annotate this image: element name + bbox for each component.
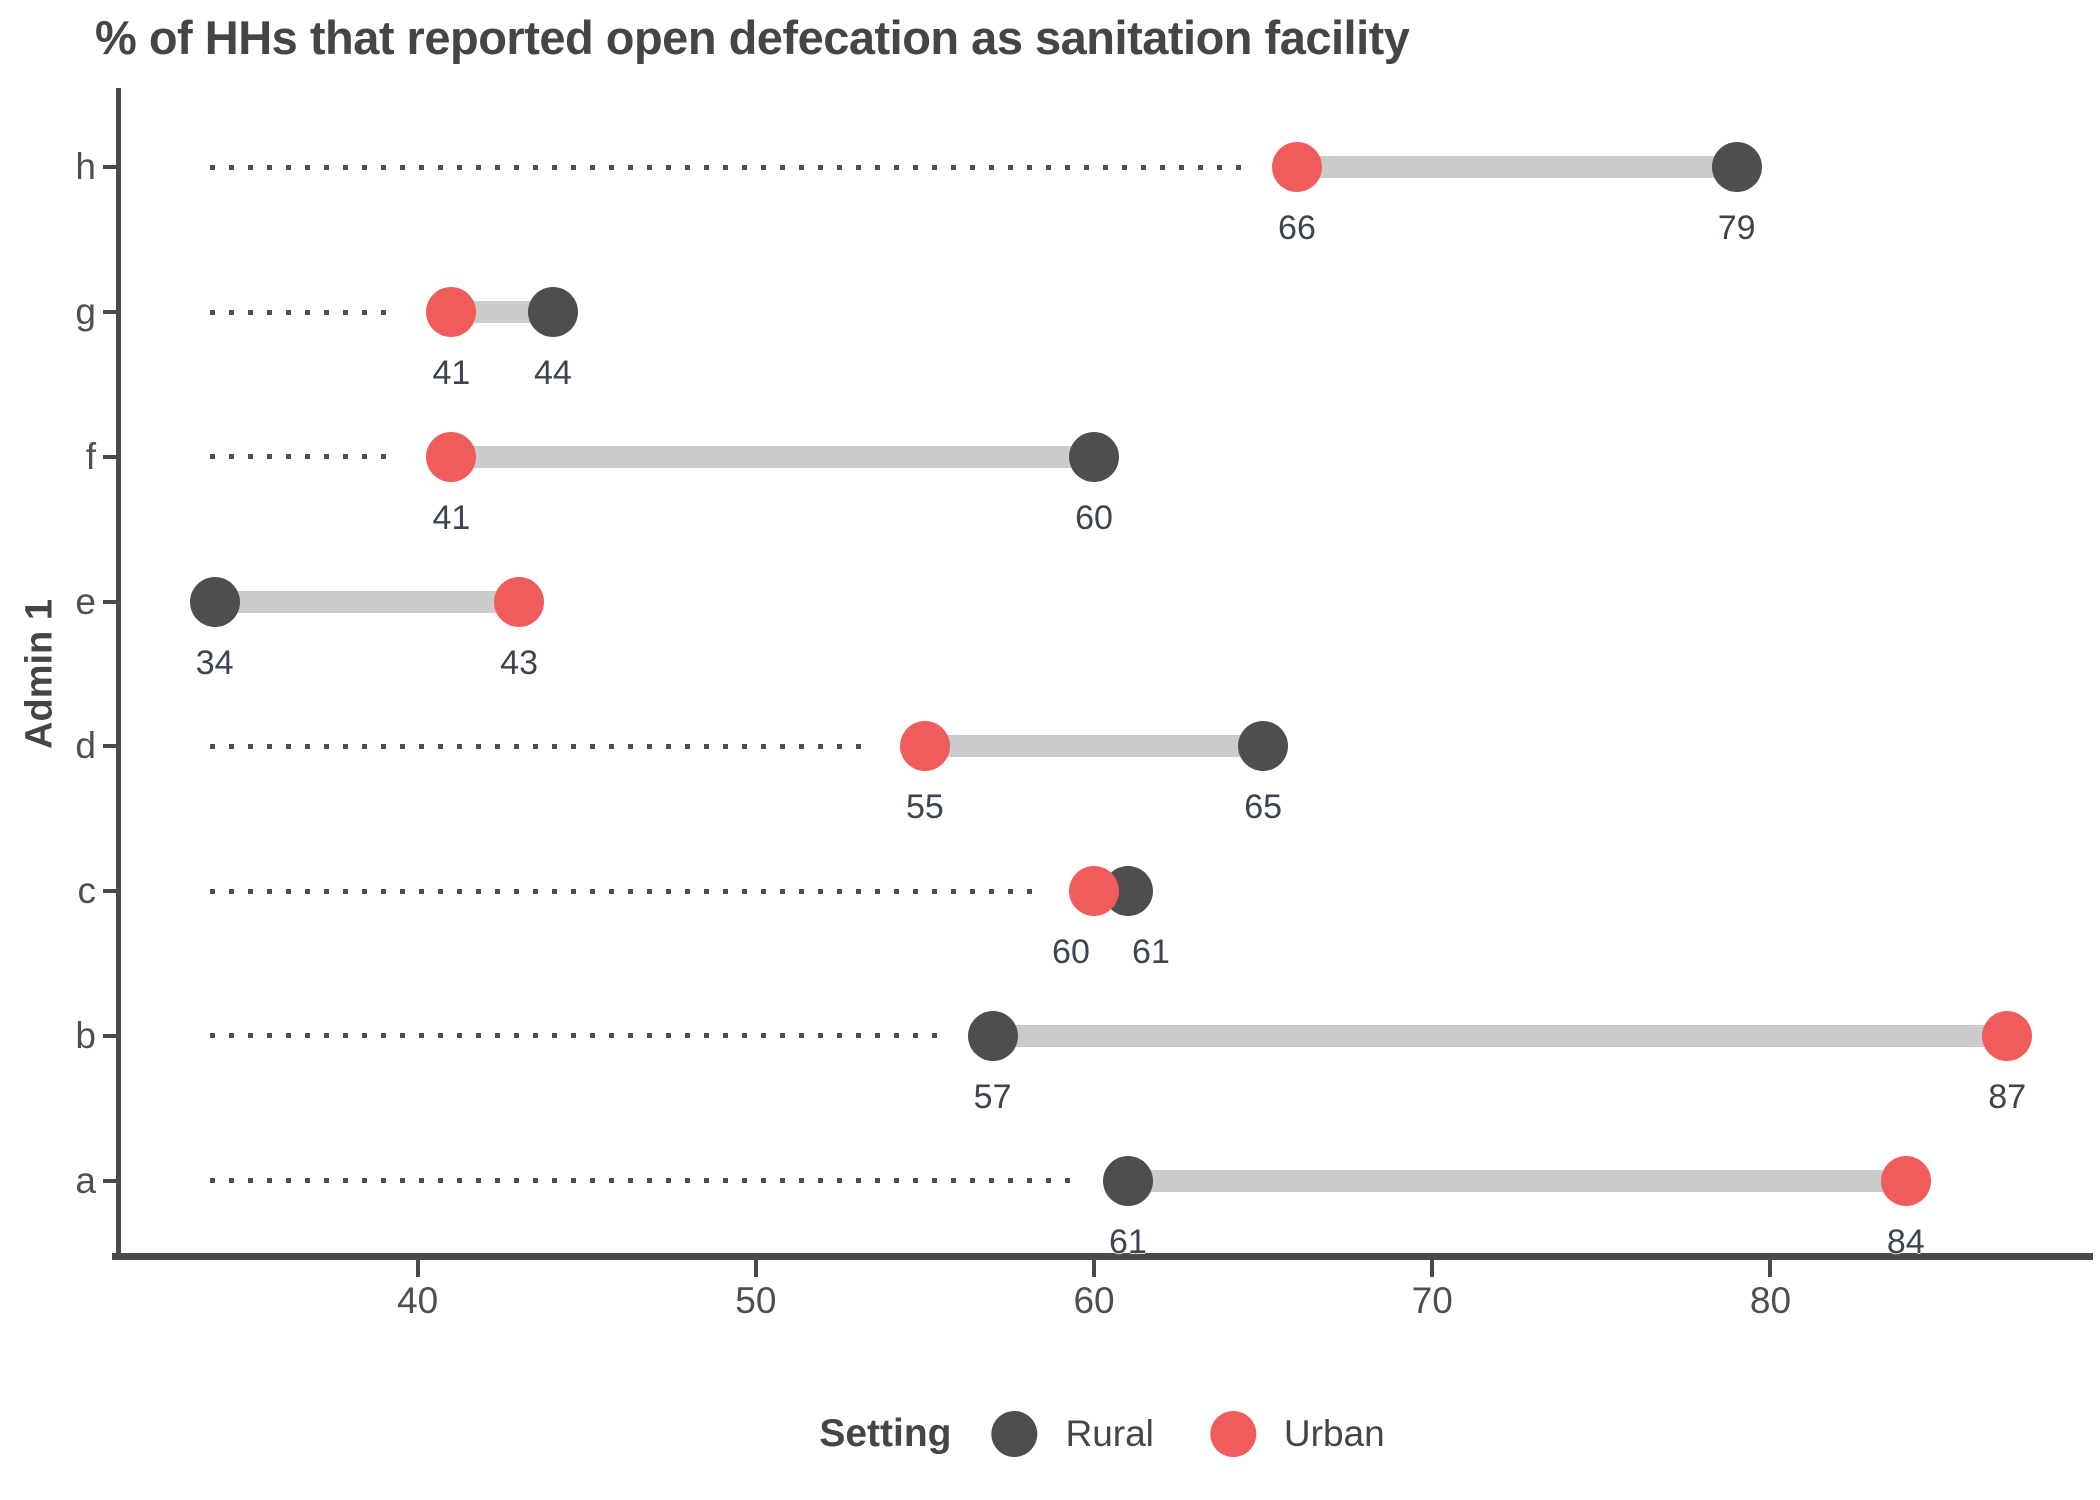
row-label: b [75, 1014, 96, 1056]
y-tick-mark [103, 744, 120, 749]
chart-title: % of HHs that reported open defecation a… [95, 11, 1410, 64]
legend-label-rural: Rural [1065, 1413, 1154, 1454]
rural-dot [1102, 1155, 1153, 1206]
rural-dot [1069, 431, 1120, 482]
legend-item-urban: Urban [1209, 1411, 1385, 1457]
x-tick-mark [415, 1260, 420, 1277]
value-label: 60 [1075, 498, 1113, 537]
legend-swatch-rural-icon [991, 1411, 1038, 1457]
row-label: a [75, 1159, 96, 1201]
leader-line [209, 454, 397, 460]
x-tick-label: 80 [1749, 1280, 1792, 1321]
value-label: 79 [1717, 209, 1756, 248]
y-tick-mark [103, 1178, 120, 1183]
y-tick-mark [103, 889, 120, 894]
connector-bar [451, 301, 553, 324]
connector-bar [214, 590, 520, 613]
value-label: 43 [500, 643, 538, 682]
value-label: 57 [973, 1077, 1012, 1116]
x-tick-label: 60 [1073, 1280, 1115, 1321]
row-label: d [75, 725, 96, 767]
y-tick-mark [103, 310, 120, 315]
value-label: 60 [1052, 933, 1090, 972]
value-label: 61 [1132, 933, 1170, 972]
x-tick-mark [753, 1260, 758, 1277]
leader-line [209, 743, 870, 749]
row-label: h [75, 146, 96, 188]
x-axis-line [112, 1253, 2093, 1260]
leader-line [209, 164, 1242, 170]
value-label: 55 [906, 788, 944, 827]
y-axis-line [116, 88, 121, 1260]
connector-bar [992, 1024, 2008, 1047]
x-tick-label: 50 [735, 1280, 777, 1321]
y-tick-mark [103, 599, 120, 604]
urban-dot [899, 721, 950, 772]
urban-dot [426, 431, 477, 482]
connector-bar [451, 445, 1095, 468]
urban-dot [1271, 142, 1322, 193]
legend-item-rural: Rural [991, 1411, 1154, 1457]
value-label: 66 [1278, 209, 1316, 248]
x-tick-label: 40 [397, 1280, 439, 1321]
value-label: 87 [1988, 1077, 2027, 1116]
rural-dot [1238, 721, 1289, 772]
rural-dot [967, 1010, 1018, 1061]
connector-bar [1127, 1169, 1906, 1192]
value-label: 65 [1244, 788, 1283, 827]
value-label: 34 [195, 643, 234, 682]
urban-dot [426, 287, 477, 338]
rural-dot [527, 287, 578, 338]
legend-title: Setting [819, 1412, 952, 1455]
row-label: c [77, 870, 97, 912]
leader-line [209, 1178, 1073, 1184]
y-tick-mark [103, 165, 120, 170]
row-label: e [75, 580, 96, 622]
value-label: 84 [1886, 1222, 1925, 1261]
legend-label-urban: Urban [1283, 1413, 1385, 1454]
value-label: 41 [432, 498, 471, 537]
legend-swatch-urban-icon [1209, 1411, 1256, 1457]
value-label: 61 [1108, 1222, 1147, 1261]
value-label: 41 [432, 354, 471, 393]
value-label: 44 [533, 354, 572, 393]
rural-dot [1711, 142, 1762, 193]
x-tick-label: 70 [1411, 1280, 1453, 1321]
leader-line [209, 1033, 938, 1039]
urban-dot [1982, 1010, 2033, 1061]
row-label: f [85, 435, 96, 477]
y-tick-mark [103, 454, 120, 459]
urban-dot [1880, 1155, 1931, 1206]
leader-line [209, 309, 397, 315]
urban-dot [1069, 866, 1120, 917]
connector-bar [924, 735, 1264, 758]
x-tick-mark [1768, 1260, 1773, 1277]
connector-bar [1296, 156, 1737, 179]
x-tick-mark [1430, 1260, 1435, 1277]
legend: Setting Rural Urban [819, 1411, 1385, 1457]
rural-dot [189, 576, 240, 627]
y-tick-mark [103, 1033, 120, 1038]
x-tick-mark [1092, 1260, 1097, 1277]
row-label: g [75, 291, 96, 333]
leader-line [209, 888, 1040, 894]
urban-dot [494, 576, 545, 627]
